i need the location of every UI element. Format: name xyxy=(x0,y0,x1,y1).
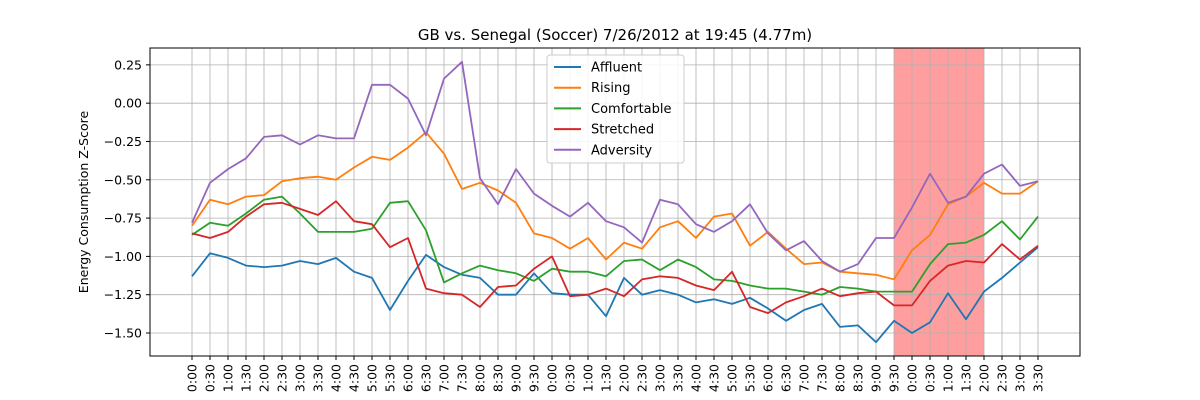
chart-title: GB vs. Senegal (Soccer) 7/26/2012 at 19:… xyxy=(418,26,812,44)
highlight-layer xyxy=(894,48,984,356)
y-tick-label: −1.25 xyxy=(104,287,142,302)
x-tick-label: 5:00 xyxy=(725,364,740,392)
y-axis-title: Energy Consumption Z-Score xyxy=(76,111,91,294)
series-layer xyxy=(191,60,1039,344)
x-tick-label: 8:30 xyxy=(851,364,866,392)
x-tick-label: 1:30 xyxy=(599,364,614,392)
series-line-comfortable xyxy=(191,195,1039,296)
x-tick-label: 1:30 xyxy=(959,364,974,392)
x-tick-label: 7:00 xyxy=(797,364,812,392)
x-tick-label: 6:00 xyxy=(401,364,416,392)
plot-frame xyxy=(149,47,1081,357)
x-tick-label: 1:30 xyxy=(239,364,254,392)
x-tick-label: 5:30 xyxy=(743,364,758,392)
x-tick-label: 4:30 xyxy=(707,364,722,392)
x-tick-label: 6:00 xyxy=(761,364,776,392)
y-tick-label: −0.25 xyxy=(104,134,142,149)
y-tick-label: 0.25 xyxy=(114,57,142,72)
x-tick-label: 7:00 xyxy=(437,364,452,392)
x-tick-label: 3:00 xyxy=(293,364,308,392)
y-tick-label: 0.00 xyxy=(114,96,142,111)
y-tick-label: −0.75 xyxy=(104,211,142,226)
x-tick-label: 8:00 xyxy=(833,364,848,392)
x-tick-label: 3:00 xyxy=(1013,364,1028,392)
x-tick-label: 0:30 xyxy=(563,364,578,392)
y-tick-label: −0.50 xyxy=(104,172,142,187)
x-tick-label: 8:00 xyxy=(473,364,488,392)
x-tick-label: 0:30 xyxy=(923,364,938,392)
x-tick-label: 0:00 xyxy=(545,364,560,392)
legend-label-rising: Rising xyxy=(591,81,631,96)
y-tick-label: −1.00 xyxy=(104,249,142,264)
x-tick-label: 4:30 xyxy=(347,364,362,392)
x-tick-label: 2:30 xyxy=(635,364,650,392)
x-tick-label: 9:00 xyxy=(509,364,524,392)
y-tick-label: −1.50 xyxy=(104,326,142,341)
y-axis: 0.25 0.00 −0.25 −0.50 −0.75 −1.00 −1.25 −1.50 xyxy=(104,57,150,341)
grid-layer xyxy=(150,48,1080,356)
x-axis: 0:00 0:30 1:00 1:30 2:00 2:30 3:00 3:30 4:00 4:30… xyxy=(185,356,1046,392)
legend: Affluent Rising Comfortable Stretched Advers… xyxy=(546,54,685,164)
legend-label-comfortable: Comfortable xyxy=(591,102,672,117)
x-tick-label: 1:00 xyxy=(581,364,596,392)
x-tick-label: 1:00 xyxy=(941,364,956,392)
x-tick-label: 3:30 xyxy=(671,364,686,392)
legend-label-adversity: Adversity xyxy=(591,143,652,158)
legend-box xyxy=(546,54,685,164)
x-tick-label: 7:30 xyxy=(815,364,830,392)
x-tick-label: 0:00 xyxy=(905,364,920,392)
series-line-stretched xyxy=(191,200,1039,315)
x-tick-label: 0:00 xyxy=(185,364,200,392)
x-tick-label: 9:30 xyxy=(527,364,542,392)
x-tick-label: 3:30 xyxy=(311,364,326,392)
legend-label-stretched: Stretched xyxy=(591,123,654,138)
x-tick-label: 0:30 xyxy=(203,364,218,392)
x-tick-label: 6:30 xyxy=(419,364,434,392)
x-tick-label: 2:00 xyxy=(977,364,992,392)
x-tick-label: 4:00 xyxy=(689,364,704,392)
legend-label-affluent: Affluent xyxy=(591,61,642,76)
x-tick-label: 9:30 xyxy=(887,364,902,392)
x-tick-label: 6:30 xyxy=(779,364,794,392)
x-tick-label: 5:30 xyxy=(383,364,398,392)
series-line-affluent xyxy=(191,246,1039,344)
x-tick-label: 7:30 xyxy=(455,364,470,392)
x-tick-label: 1:00 xyxy=(221,364,236,392)
x-tick-label: 3:30 xyxy=(1031,364,1046,392)
x-tick-label: 9:00 xyxy=(869,364,884,392)
x-tick-label: 3:00 xyxy=(653,364,668,392)
x-tick-label: 2:30 xyxy=(275,364,290,392)
highlight-span xyxy=(894,48,984,356)
series-line-adversity xyxy=(191,60,1039,273)
x-tick-label: 2:00 xyxy=(257,364,272,392)
x-tick-label: 8:30 xyxy=(491,364,506,392)
x-tick-label: 2:30 xyxy=(995,364,1010,392)
x-tick-label: 4:00 xyxy=(329,364,344,392)
x-tick-label: 5:00 xyxy=(365,364,380,392)
series-line-rising xyxy=(191,131,1039,281)
x-tick-label: 2:00 xyxy=(617,364,632,392)
